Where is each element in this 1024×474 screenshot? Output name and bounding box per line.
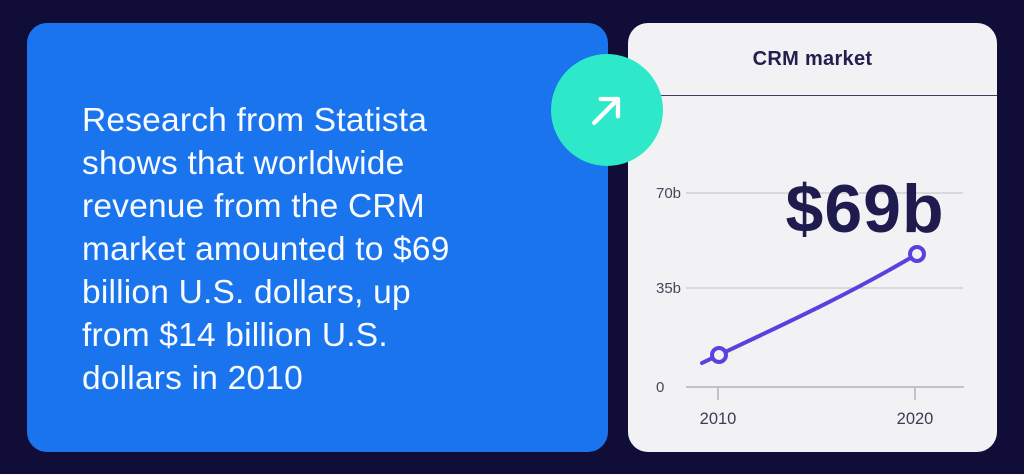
y-axis-label-35b: 35b xyxy=(656,280,681,297)
quote-text: Research from Statista shows that worldw… xyxy=(82,99,450,400)
series-line xyxy=(700,252,919,365)
quote-line: Research from Statista xyxy=(82,102,428,139)
y-axis-label-70b: 70b xyxy=(656,185,681,202)
chart-title: CRM market xyxy=(628,23,997,96)
quote-line: from $14 billion U.S. xyxy=(82,317,388,354)
data-point-2020 xyxy=(908,245,926,263)
line-chart-svg: 70b 35b 0 2010 2020 $69b xyxy=(656,171,964,428)
crm-line-chart: 70b 35b 0 2010 2020 $69b xyxy=(628,96,997,452)
quote-line: revenue from the CRM xyxy=(82,188,425,225)
quote-line: shows that worldwide xyxy=(82,145,405,182)
y-axis-label-0: 0 xyxy=(656,379,664,396)
quote-line: dollars in 2010 xyxy=(82,360,303,397)
quote-card: Research from Statista shows that worldw… xyxy=(27,23,608,452)
quote-line: market amounted to $69 xyxy=(82,231,450,268)
value-annotation: $69b xyxy=(786,171,945,247)
x-axis-label-2010: 2010 xyxy=(700,410,737,428)
quote-line: billion U.S. dollars, up xyxy=(82,274,411,311)
chart-card: CRM market 70b 35b 0 2010 2020 xyxy=(628,23,997,452)
x-axis-label-2020: 2020 xyxy=(897,410,934,428)
trend-badge xyxy=(551,54,663,166)
arrow-up-right-icon xyxy=(592,96,621,125)
data-point-2010 xyxy=(710,346,728,364)
